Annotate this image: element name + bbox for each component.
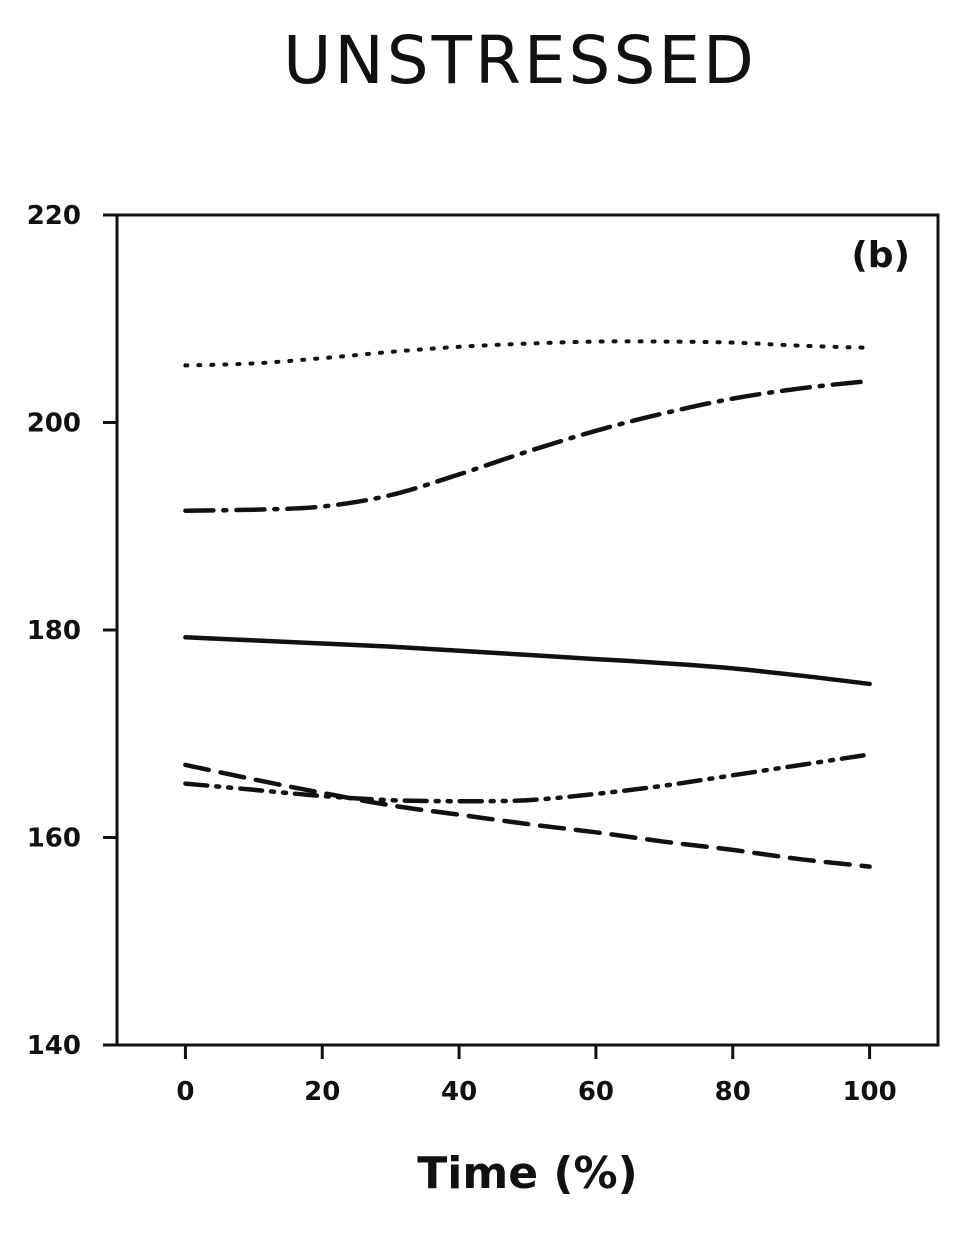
- series-line-dash-dot-dot: [183, 752, 872, 804]
- y-axis: 140 160 180 200 220: [27, 201, 117, 1061]
- plot-frame: [115, 213, 940, 1047]
- y-tick-label: 140: [27, 1031, 81, 1061]
- x-tick-label: 20: [304, 1077, 340, 1107]
- x-tick-label: 80: [715, 1077, 751, 1107]
- x-axis-label: Time (%): [417, 1148, 637, 1199]
- series-line-dash-dot: [183, 378, 872, 513]
- x-tick-label: 40: [441, 1077, 477, 1107]
- y-tick-label: 200: [27, 409, 81, 439]
- y-tick-label: 180: [27, 616, 81, 646]
- y-tick-label: 160: [27, 824, 81, 854]
- x-tick-label: 0: [176, 1077, 194, 1107]
- panel-label: (b): [851, 235, 910, 276]
- chart-title: UNSTRESSED: [283, 22, 757, 99]
- series-layer: [183, 339, 872, 869]
- x-tick-label: 60: [578, 1077, 614, 1107]
- x-axis: 0 20 40 60 80 100: [176, 1045, 897, 1107]
- y-tick-label: 220: [27, 201, 81, 231]
- series-line-dashed: [183, 762, 872, 869]
- series-line-dotted: [183, 339, 872, 368]
- series-line-solid: [183, 635, 872, 687]
- x-tick-label: 100: [842, 1077, 896, 1107]
